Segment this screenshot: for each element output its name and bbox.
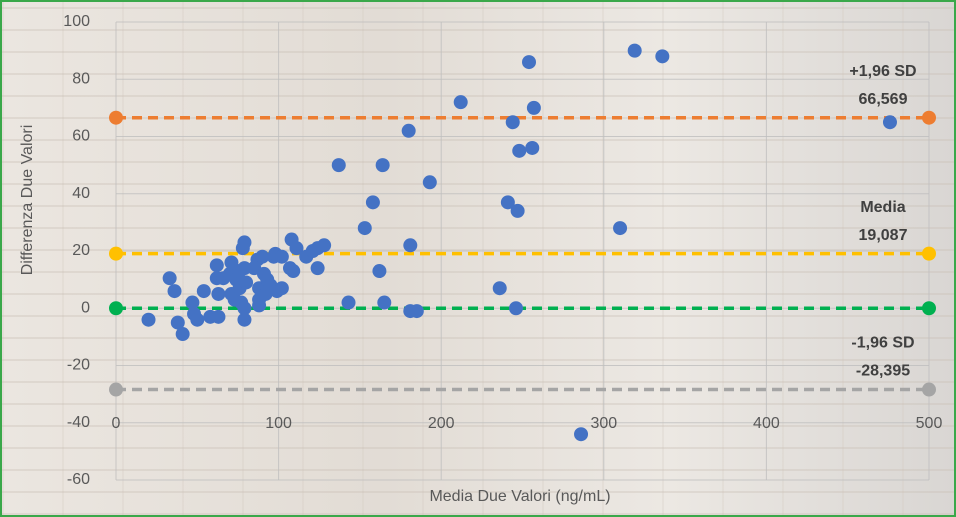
y-tick-label: -40	[67, 414, 90, 431]
data-point	[237, 313, 251, 327]
reference-label: +1,96 SD	[849, 63, 916, 80]
data-point	[511, 204, 525, 218]
data-point	[376, 158, 390, 172]
reference-marker	[109, 111, 123, 125]
data-point	[239, 275, 253, 289]
data-point	[190, 313, 204, 327]
data-point	[423, 175, 437, 189]
data-point	[506, 115, 520, 129]
data-point	[275, 281, 289, 295]
y-tick-label: -60	[67, 471, 90, 488]
x-tick-label: 300	[590, 415, 617, 432]
data-point	[493, 281, 507, 295]
y-tick-label: 60	[72, 128, 90, 145]
data-point	[522, 55, 536, 69]
data-point	[163, 271, 177, 285]
reference-marker	[109, 247, 123, 261]
data-point	[168, 284, 182, 298]
data-point	[410, 304, 424, 318]
data-point	[366, 195, 380, 209]
data-point	[574, 427, 588, 441]
data-point	[286, 264, 300, 278]
data-point	[332, 158, 346, 172]
data-point	[358, 221, 372, 235]
data-point	[311, 261, 325, 275]
data-point	[342, 296, 356, 310]
data-point	[317, 238, 331, 252]
y-tick-label: 0	[81, 299, 90, 316]
data-point	[509, 301, 523, 315]
data-point	[403, 238, 417, 252]
data-point	[655, 49, 669, 63]
reference-marker	[922, 383, 936, 397]
x-tick-label: 500	[916, 415, 943, 432]
reference-value-label: 19,087	[859, 227, 908, 244]
data-point	[211, 287, 225, 301]
data-point	[372, 264, 386, 278]
chart: Media Due Valori (ng/mL) Differenza Due …	[0, 0, 956, 517]
reference-marker	[922, 301, 936, 315]
reference-marker	[922, 111, 936, 125]
x-tick-label: 400	[753, 415, 780, 432]
x-tick-label: 200	[428, 415, 455, 432]
reference-value-label: 66,569	[859, 91, 908, 108]
data-point	[613, 221, 627, 235]
data-point	[883, 115, 897, 129]
y-tick-label: 100	[63, 13, 90, 30]
data-point	[402, 124, 416, 138]
y-tick-label: -20	[67, 357, 90, 374]
data-point	[237, 235, 251, 249]
reference-value-label: -28,395	[856, 363, 910, 380]
data-point	[197, 284, 211, 298]
data-point	[628, 44, 642, 58]
reference-label: -1,96 SD	[851, 335, 914, 352]
y-axis-title: Differenza Due Valori	[19, 125, 36, 276]
data-point	[176, 327, 190, 341]
data-point	[211, 310, 225, 324]
reference-label: Media	[860, 199, 905, 216]
data-point	[525, 141, 539, 155]
y-tick-label: 40	[72, 185, 90, 202]
reference-marker	[109, 301, 123, 315]
x-tick-label: 0	[112, 415, 121, 432]
data-point	[377, 296, 391, 310]
data-point	[142, 313, 156, 327]
y-tick-label: 20	[72, 242, 90, 259]
chart-container: Media Due Valori (ng/mL) Differenza Due …	[0, 0, 956, 517]
data-point	[210, 258, 224, 272]
data-point	[512, 144, 526, 158]
x-tick-label: 100	[265, 415, 292, 432]
data-point	[275, 250, 289, 264]
reference-marker	[922, 247, 936, 261]
y-tick-label: 80	[72, 70, 90, 87]
x-axis-title: Media Due Valori (ng/mL)	[429, 488, 610, 505]
data-point	[527, 101, 541, 115]
data-point	[454, 95, 468, 109]
reference-marker	[109, 383, 123, 397]
